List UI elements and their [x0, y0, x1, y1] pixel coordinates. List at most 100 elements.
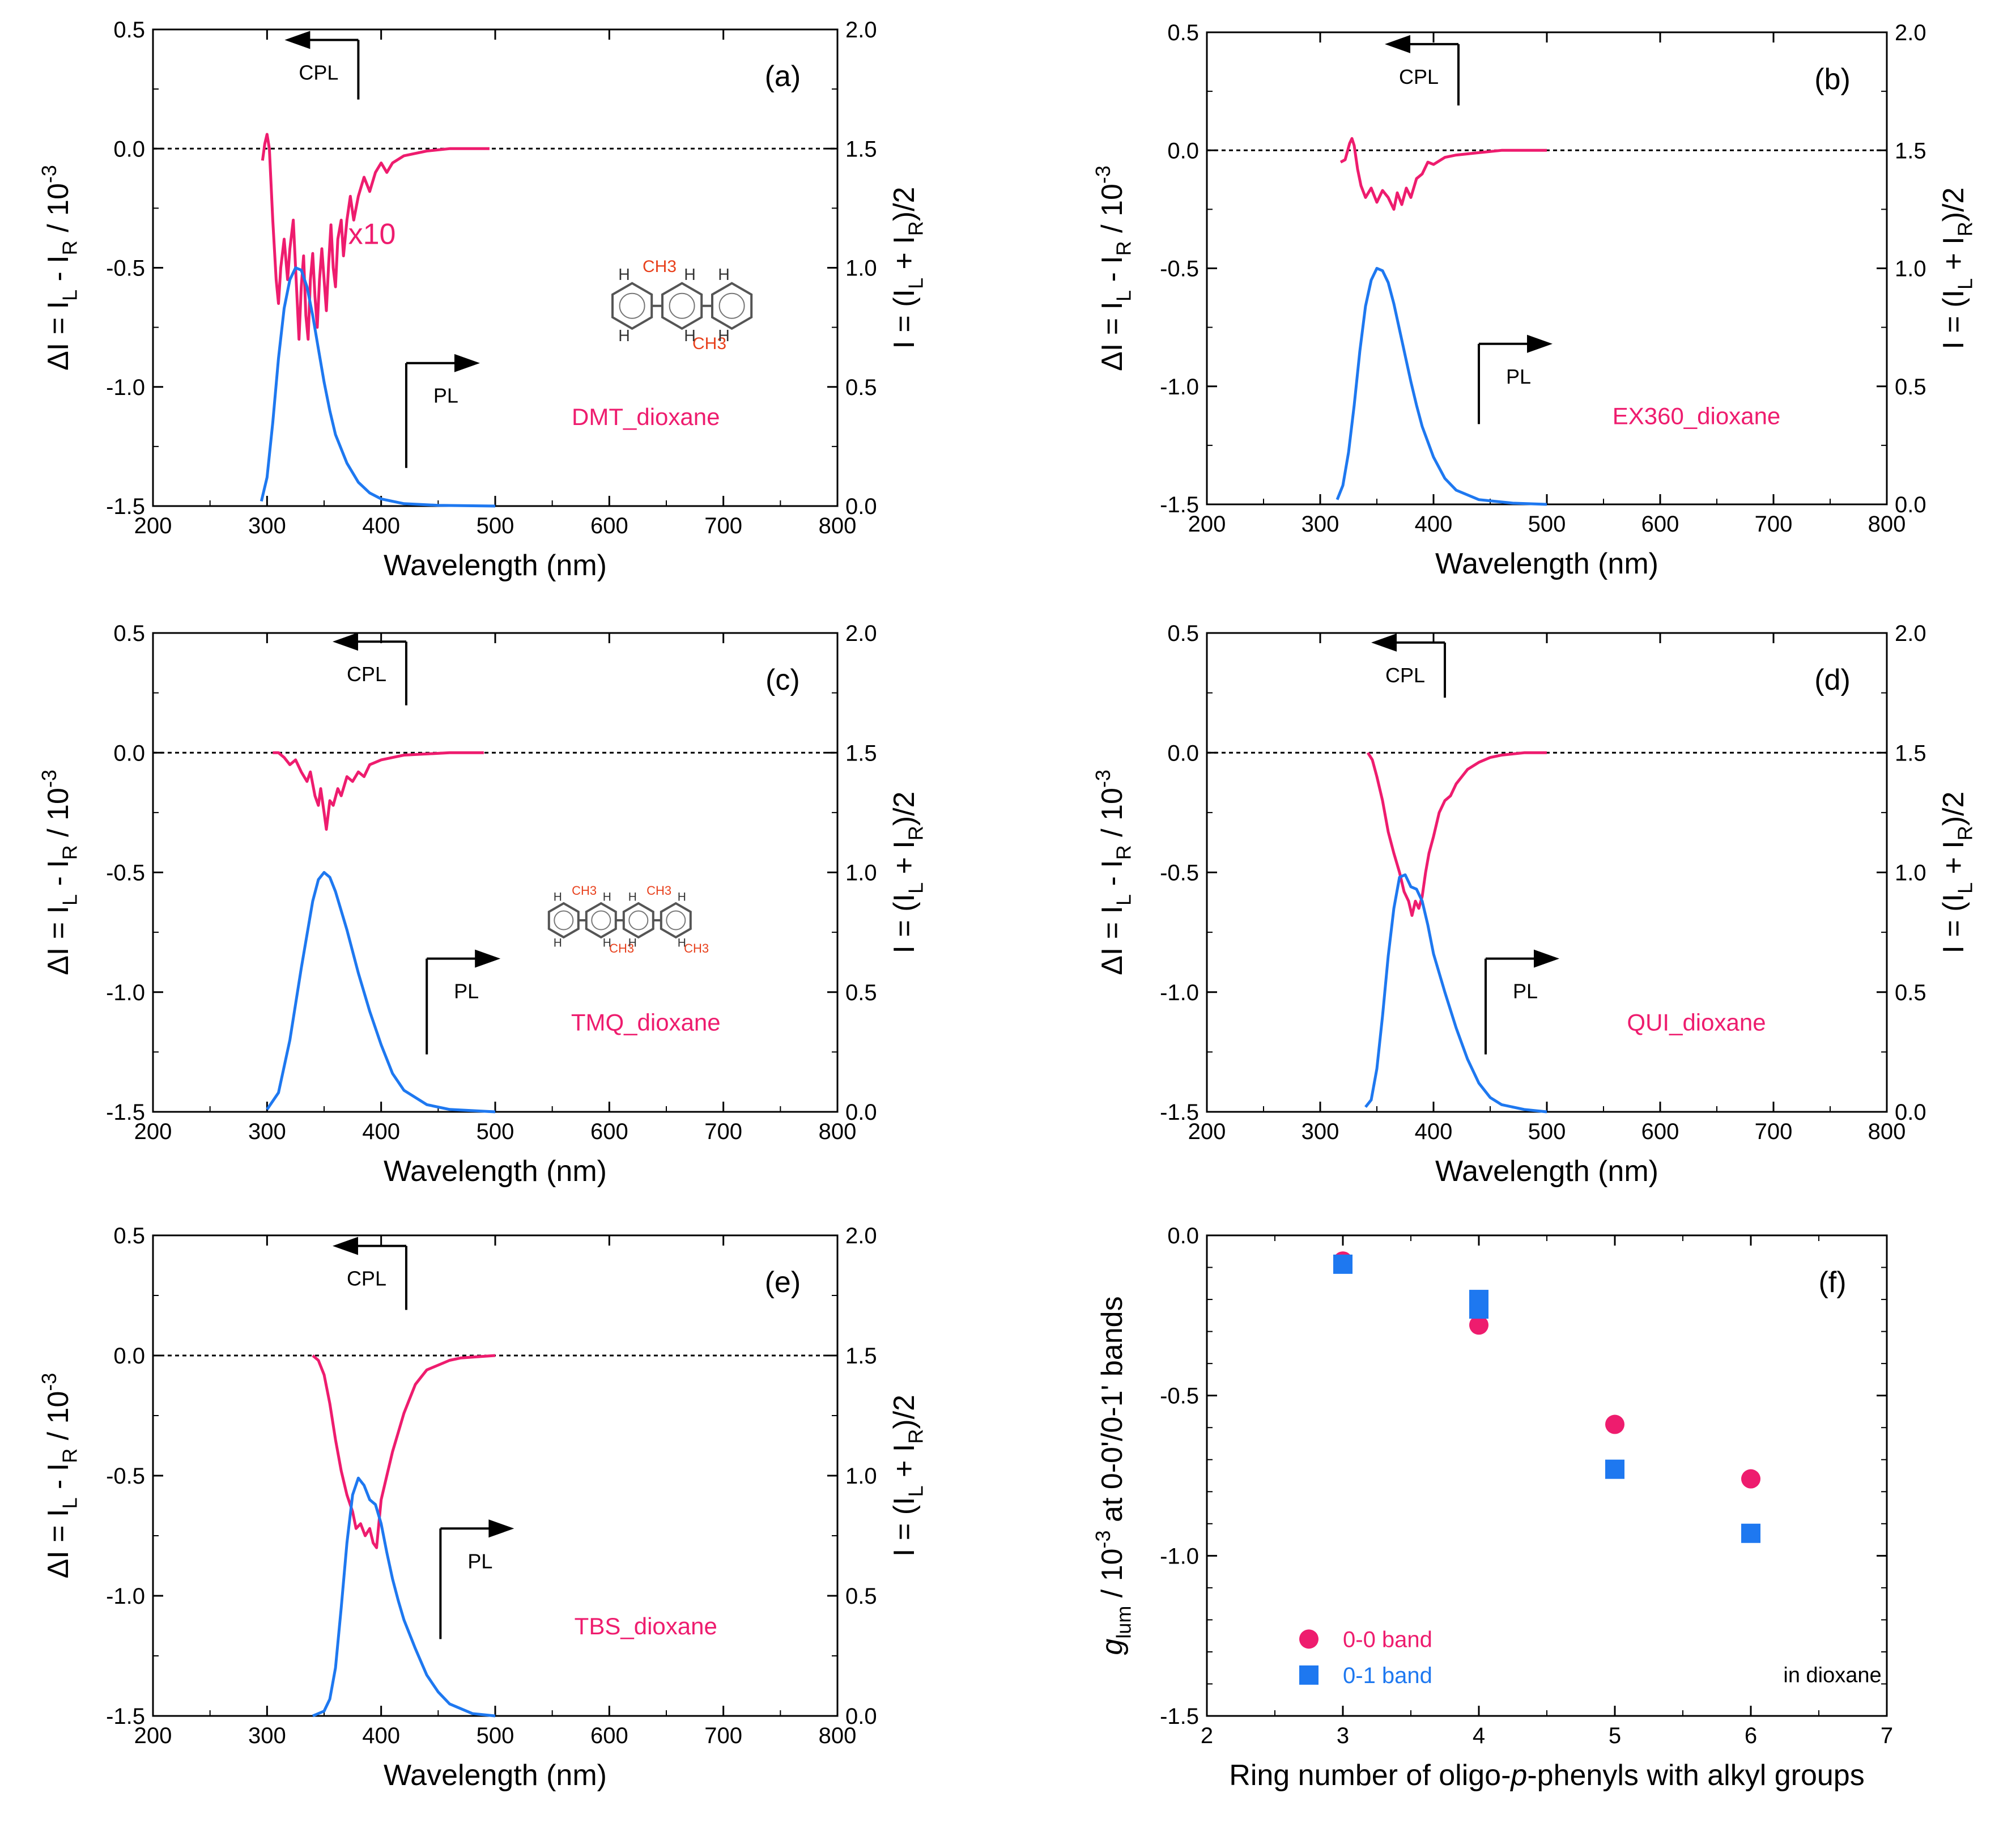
- left-axis-label-part: ΔI = I: [1096, 301, 1129, 371]
- x-axis-label: Wavelength (nm): [384, 549, 607, 582]
- left-tick-label: -1.0: [1160, 375, 1199, 400]
- left-tick-label: 0.5: [1167, 621, 1199, 646]
- right-axis-label-part: )/2: [888, 1395, 921, 1429]
- x-axis-label-part: -phenyls with alkyl groups: [1527, 1759, 1864, 1792]
- x-tick-label: 200: [134, 1723, 172, 1748]
- x-axis-label-part: Ring number of oligo-: [1229, 1759, 1511, 1792]
- hydrogen-label: H: [603, 891, 611, 904]
- legend-label-0-1-band: 0-1 band: [1343, 1663, 1432, 1688]
- left-tick-label: -1.0: [106, 980, 145, 1005]
- hydrogen-label: H: [618, 327, 630, 345]
- right-tick-label: 2.0: [845, 18, 877, 43]
- scale-annotation: x10: [348, 218, 396, 250]
- right-tick-label: 1.0: [1895, 257, 1926, 282]
- benzene-ring-icon: [547, 902, 580, 939]
- right-tick-label: 1.0: [845, 256, 877, 281]
- right-axis-label-part: + I: [888, 236, 921, 278]
- right-tick-label: 1.0: [1895, 861, 1926, 886]
- pl-arrow-head: [1527, 334, 1553, 353]
- left-axis-label-part: -3: [1091, 165, 1115, 184]
- right-axis-label-part: + I: [1937, 236, 1970, 278]
- panel-label: (c): [765, 664, 800, 696]
- panel-label: (e): [765, 1266, 801, 1299]
- x-tick-label: 2: [1201, 1723, 1213, 1748]
- left-axis-label-part: -3: [37, 165, 61, 183]
- left-axis-label: ΔI = IL - IR / 10-3: [37, 1373, 81, 1579]
- left-tick-label: 0.0: [113, 741, 145, 766]
- right-axis-label-part: L: [1954, 882, 1977, 894]
- y-axis-label-part: / 10: [1096, 1548, 1129, 1605]
- left-tick-label: -0.5: [1160, 257, 1199, 282]
- hydrogen-label: H: [718, 327, 730, 345]
- x-tick-label: 600: [590, 1119, 628, 1144]
- left-tick-label: -1.5: [106, 494, 145, 519]
- x-tick-label: 500: [1528, 1119, 1566, 1144]
- right-tick-label: 2.0: [845, 1223, 877, 1248]
- cpl-arrow-head: [284, 31, 311, 49]
- right-axis-label-part: I = (I: [1937, 290, 1970, 349]
- panel-d: 200 300 400 500 600 700 800 Wavelength (nm) 0.5 0…: [1091, 621, 1976, 1188]
- benzene-ring-icon: [611, 282, 653, 330]
- right-axis-label-part: + I: [1937, 840, 1970, 882]
- aromatic-circle-icon: [628, 910, 649, 931]
- x-tick-label: 700: [704, 1119, 742, 1144]
- cpl-series-line: [1339, 137, 1547, 211]
- panel-c: 200 300 400 500 600 700 800 Wavelength (nm) 0.5 0…: [37, 621, 927, 1188]
- cpl-arrow-head: [1385, 35, 1410, 53]
- x-axis-label: Wavelength (nm): [1435, 1155, 1658, 1188]
- x-tick-label: 700: [1755, 512, 1793, 537]
- benzene-ring-icon: [622, 902, 654, 939]
- y-axis-label-part: lum: [1112, 1606, 1135, 1639]
- left-tick-label: -1.5: [106, 1100, 145, 1125]
- cpl-series-line: [261, 133, 490, 341]
- methyl-label: CH3: [692, 334, 726, 353]
- pl-arrow-head: [488, 1519, 514, 1538]
- right-tick-label: 2.0: [1895, 621, 1926, 646]
- left-tick-label: -0.5: [106, 256, 145, 281]
- left-axis-label-part: R: [58, 1448, 82, 1463]
- pl-series-line: [1336, 267, 1547, 506]
- cpl-arrow-label: CPL: [1385, 664, 1425, 687]
- right-axis-label-part: L: [904, 882, 928, 894]
- y-tick-label: -0.5: [1160, 1384, 1199, 1409]
- sample-label: EX360_dioxane: [1613, 402, 1781, 429]
- left-tick-label: 0.5: [113, 1223, 145, 1248]
- aromatic-circle-icon: [718, 292, 745, 319]
- left-axis-label-part: / 10: [42, 788, 75, 845]
- left-tick-label: 0.0: [113, 137, 145, 162]
- plot-frame: [1206, 31, 1888, 505]
- right-tick-label: 1.5: [1895, 741, 1926, 766]
- left-axis-label-part: / 10: [42, 183, 75, 240]
- hydrogen-label: H: [603, 937, 611, 950]
- hydrogen-label: H: [718, 266, 730, 284]
- plot-frame: [152, 1234, 839, 1717]
- left-axis-label-part: -3: [37, 770, 61, 788]
- left-axis-label-part: -3: [1091, 770, 1115, 788]
- cpl-arrow-head: [332, 1237, 358, 1255]
- pl-arrow-label: PL: [454, 980, 479, 1003]
- left-tick-label: -0.5: [1160, 861, 1199, 886]
- hydrogen-label: H: [554, 891, 562, 904]
- panel-label: (f): [1818, 1266, 1846, 1299]
- left-axis-label: ΔI = IL - IR / 10-3: [1091, 770, 1135, 975]
- x-axis-label: Wavelength (nm): [1435, 547, 1658, 580]
- methyl-label: CH3: [647, 883, 671, 898]
- panel-e: 200 300 400 500 600 700 800 Wavelength (nm) 0.5 0…: [37, 1223, 927, 1792]
- pl-arrow-label: PL: [433, 384, 458, 407]
- x-tick-label: 200: [134, 1119, 172, 1144]
- right-tick-label: 0.5: [845, 1584, 877, 1609]
- x-axis-label: Ring number of oligo-p-phenyls with alky…: [1229, 1759, 1864, 1792]
- note-label: in dioxane: [1783, 1664, 1881, 1688]
- x-tick-label: 800: [819, 1723, 857, 1748]
- right-tick-label: 1.5: [845, 137, 877, 162]
- x-tick-label: 500: [1528, 512, 1566, 537]
- left-tick-label: -0.5: [106, 861, 145, 886]
- aromatic-circle-icon: [554, 910, 574, 931]
- sample-label: QUI_dioxane: [1627, 1009, 1766, 1035]
- right-axis-label-part: I = (I: [1937, 894, 1970, 953]
- cpl-series-line: [312, 1354, 496, 1549]
- right-tick-label: 0.5: [1895, 375, 1926, 400]
- left-axis-label-part: - I: [42, 255, 75, 290]
- plot-frame: [1206, 632, 1888, 1113]
